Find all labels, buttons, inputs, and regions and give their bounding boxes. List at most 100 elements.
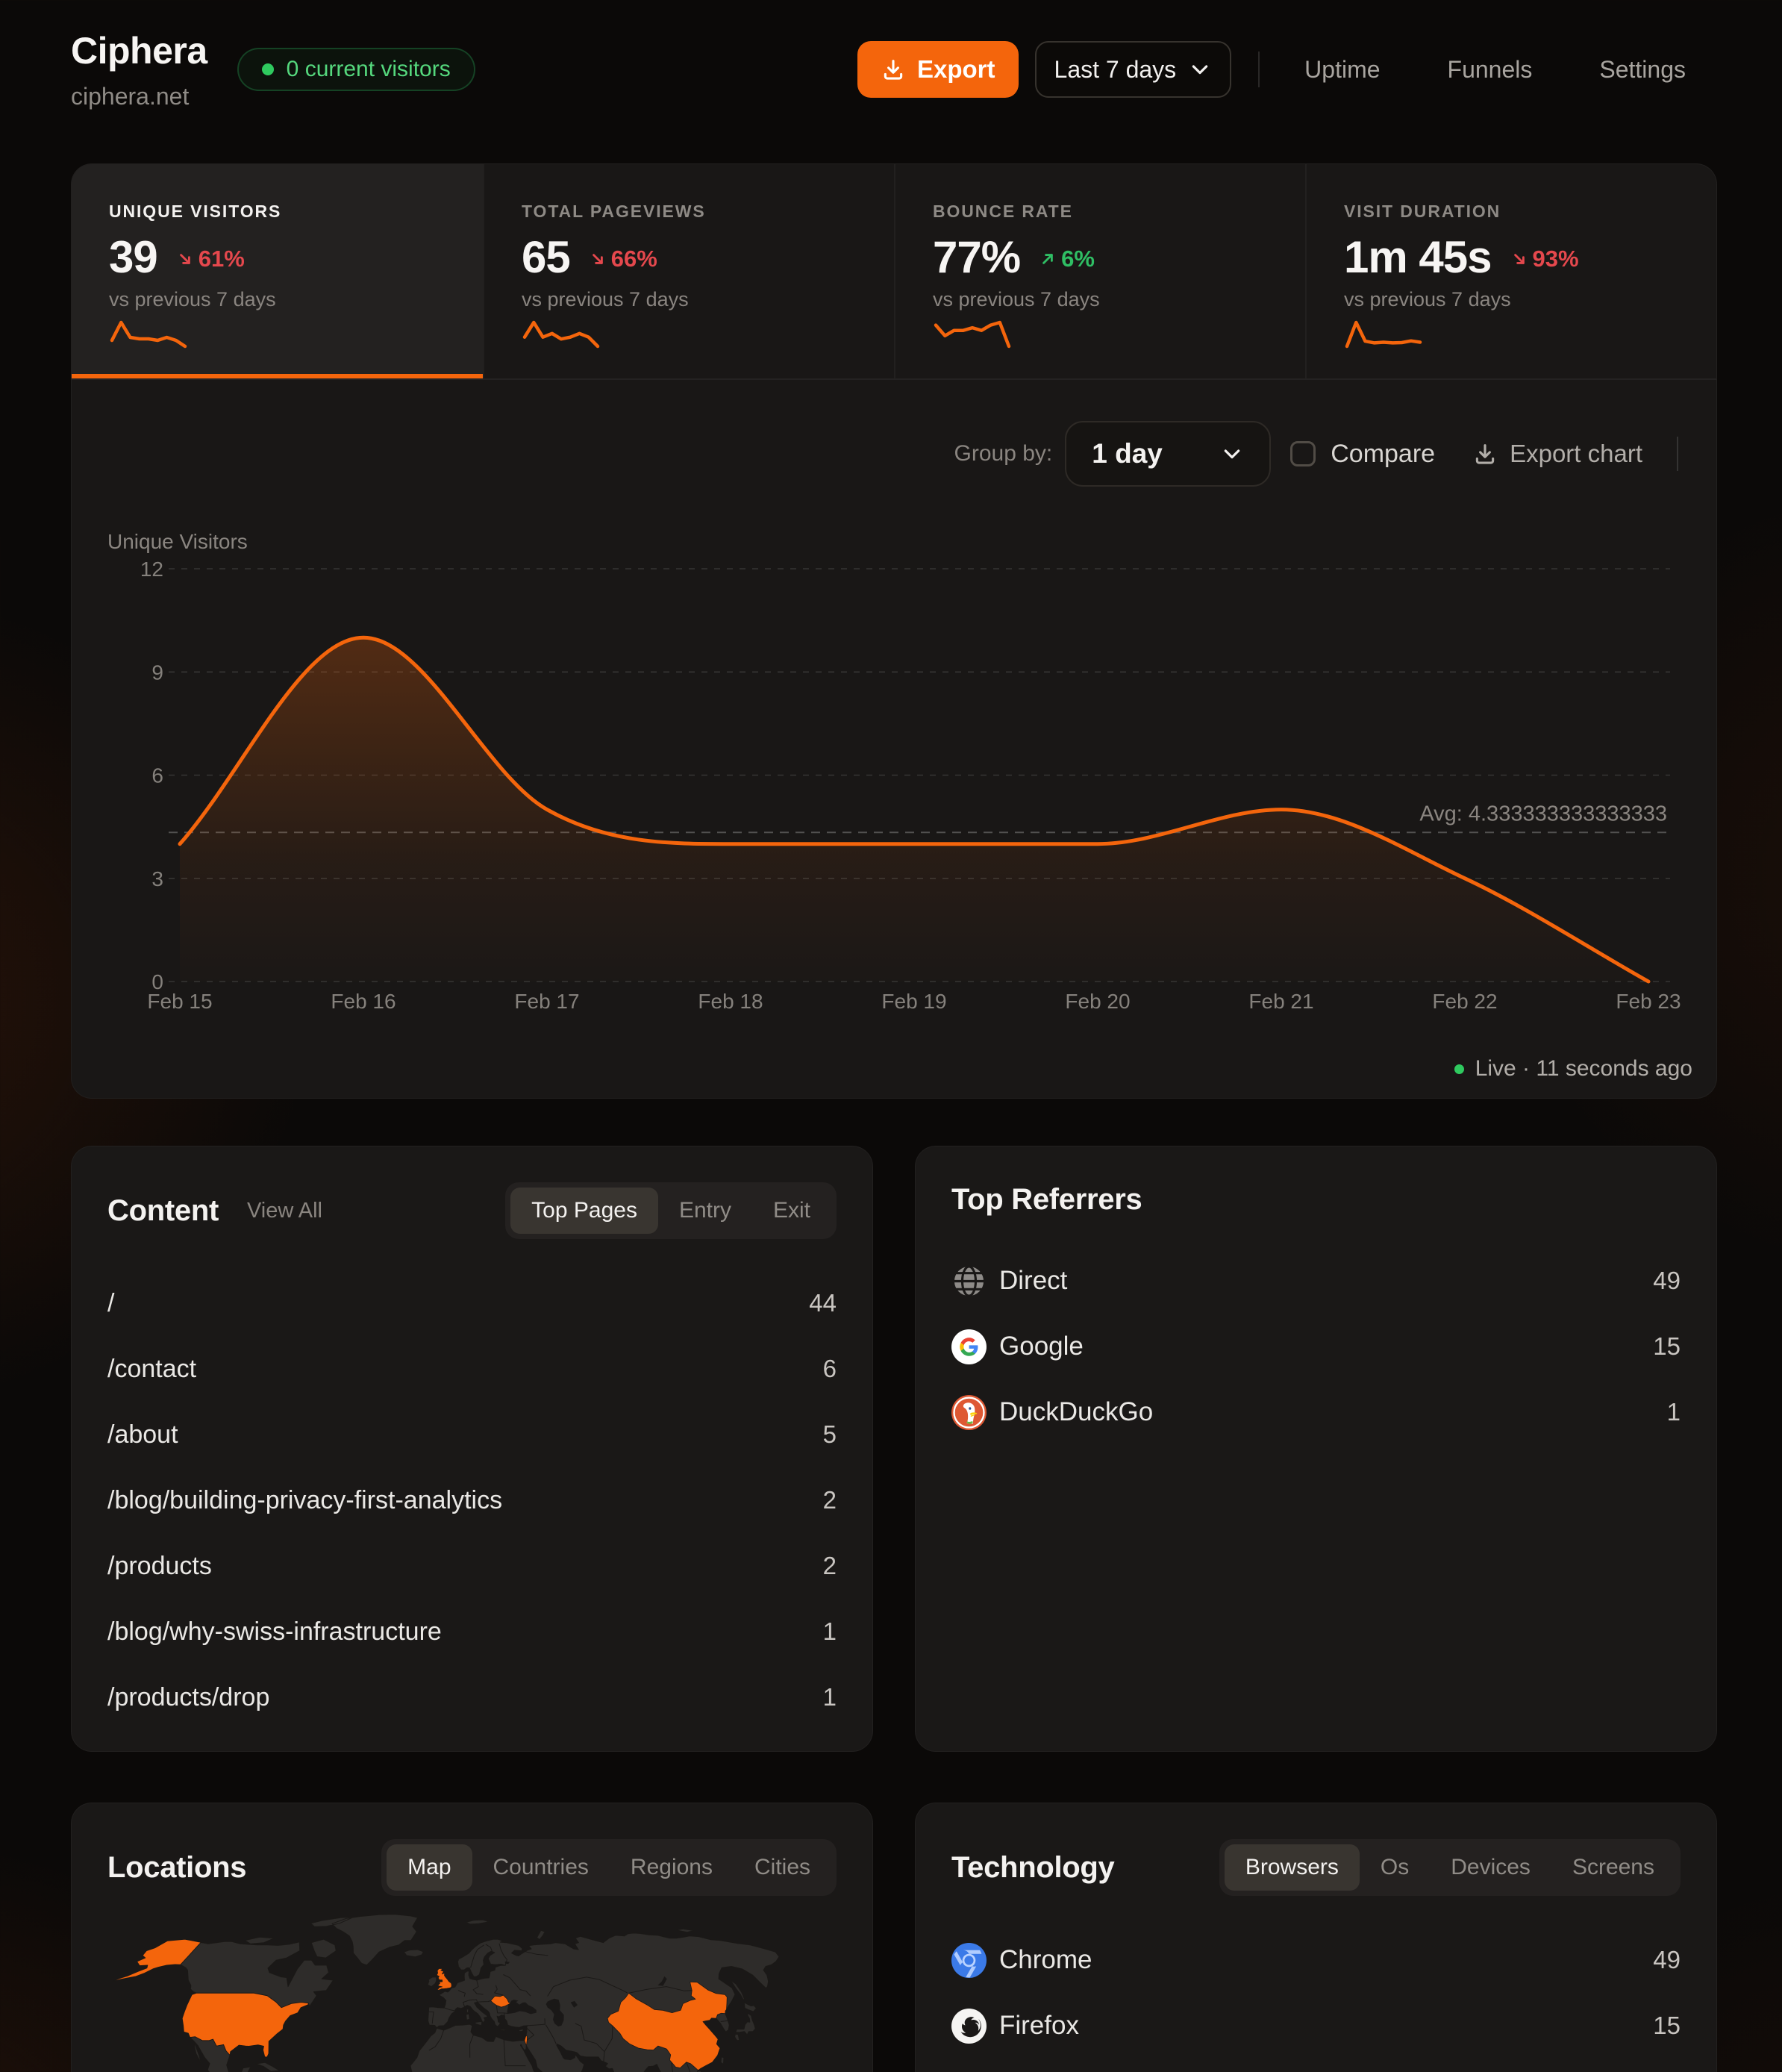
content-row[interactable]: /blog/building-privacy-first-analytics 2 — [107, 1467, 837, 1533]
stat-card-unique-visitors[interactable]: UNIQUE VISITORS 39 61% vs previous 7 day… — [72, 164, 483, 378]
area-fill — [180, 637, 1648, 982]
site-domain: ciphera.net — [71, 82, 190, 110]
header-divider — [1258, 52, 1260, 87]
content-rows: / 44/contact 6/about 5/blog/building-pri… — [107, 1270, 837, 1730]
group-by-label: Group by: — [954, 441, 1053, 466]
referrer-row[interactable]: DuckDuckGo 1 — [951, 1379, 1681, 1445]
compare-checkbox[interactable] — [1290, 441, 1316, 466]
live-label: Live · 11 seconds ago — [1475, 1056, 1692, 1081]
technology-tab-devices[interactable]: Devices — [1451, 1855, 1531, 1879]
locations-tabs: Map Countries Regions Cities — [381, 1839, 837, 1896]
main-chart-card: Group by: 1 day Compare Export chart Uni… — [71, 380, 1717, 1099]
arrow-up-right-icon — [1038, 249, 1057, 269]
unique-visitors-chart: Unique Visitors 0 3 6 9 12 Feb 15 Feb 16 Feb 17 F… — [107, 530, 1681, 1013]
page-views-value: 5 — [822, 1420, 837, 1448]
stat-label: UNIQUE VISITORS — [109, 202, 282, 221]
header-nav: Uptime Funnels Settings — [1260, 56, 1686, 84]
locations-title: Locations — [107, 1850, 247, 1884]
nav-link-funnels[interactable]: Funnels — [1447, 55, 1533, 83]
arrow-down-right-icon — [175, 249, 195, 269]
content-row[interactable]: /about 5 — [107, 1402, 837, 1467]
referrer-row[interactable]: Google 15 — [951, 1314, 1681, 1379]
export-chart-button[interactable]: Export chart — [1472, 440, 1642, 468]
stat-delta: 6% — [1038, 246, 1095, 272]
technology-card: Technology Browsers Os Devices Screens Chro… — [915, 1803, 1717, 2072]
stat-value: 39 — [109, 231, 158, 282]
technology-row[interactable]: Firefox 15 — [951, 1993, 1681, 2059]
content-row[interactable]: /contact 6 — [107, 1336, 837, 1402]
content-tabs: Top Pages Entry Exit — [505, 1182, 837, 1239]
page-path: /about — [107, 1420, 178, 1449]
stat-label: VISIT DURATION — [1344, 202, 1501, 221]
y-tick-label: 0 — [151, 970, 163, 993]
firefox-icon — [951, 2008, 987, 2044]
technology-tab-browsers[interactable]: Browsers — [1224, 1844, 1360, 1891]
content-row[interactable]: / 44 — [107, 1270, 837, 1336]
duckduckgo-icon — [951, 1394, 987, 1430]
stat-comparison-label: vs previous 7 days — [109, 288, 276, 311]
x-tick-label: Feb 19 — [881, 990, 946, 1013]
export-button[interactable]: Export — [857, 41, 1019, 98]
page-views-value: 44 — [809, 1289, 837, 1317]
chevron-down-icon — [1188, 57, 1212, 81]
world-map-highlighted-countries — [110, 1938, 728, 2071]
stat-sparkline — [1344, 319, 1681, 353]
content-card: Content View All Top Pages Entry Exit / 44… — [71, 1146, 873, 1752]
live-dot-icon — [1454, 1064, 1464, 1074]
locations-tab-cities[interactable]: Cities — [754, 1855, 810, 1879]
stat-card-bounce-rate[interactable]: BOUNCE RATE 77% 6% vs previous 7 days — [894, 164, 1305, 378]
site-title: Ciphera — [71, 29, 207, 72]
group-by-select[interactable]: 1 day — [1065, 421, 1272, 487]
locations-tab-countries[interactable]: Countries — [493, 1855, 589, 1879]
y-axis-title: Unique Visitors — [107, 530, 248, 553]
current-visitors-badge: 0 current visitors — [237, 48, 475, 91]
arrow-down-right-icon — [588, 249, 607, 269]
content-row[interactable]: /products/drop 1 — [107, 1664, 837, 1730]
technology-tab-screens[interactable]: Screens — [1572, 1855, 1654, 1879]
technology-row[interactable] — [951, 2059, 1681, 2072]
technology-value: 15 — [1653, 2012, 1681, 2039]
page-path: /blog/why-swiss-infrastructure — [107, 1617, 442, 1646]
referrer-name: DuckDuckGo — [999, 1397, 1154, 1426]
globe-icon — [951, 1264, 987, 1299]
compare-control[interactable]: Compare — [1290, 440, 1435, 469]
nav-link-uptime[interactable]: Uptime — [1304, 55, 1381, 83]
locations-tab-map[interactable]: Map — [387, 1844, 472, 1891]
google-icon — [951, 1329, 987, 1364]
page-views-value: 1 — [822, 1617, 837, 1645]
date-range-select[interactable]: Last 7 days — [1034, 41, 1232, 98]
x-tick-label: Feb 17 — [514, 990, 579, 1013]
content-row[interactable]: /blog/why-swiss-infrastructure 1 — [107, 1599, 837, 1664]
stat-value: 65 — [522, 231, 571, 282]
current-visitors-label: 0 current visitors — [286, 57, 451, 81]
stat-delta: 61% — [175, 246, 245, 272]
technology-row[interactable]: Chrome 49 — [951, 1927, 1681, 1993]
stat-comparison-label: vs previous 7 days — [933, 288, 1100, 311]
stat-cards: UNIQUE VISITORS 39 61% vs previous 7 day… — [71, 163, 1717, 380]
content-row[interactable]: /products 2 — [107, 1533, 837, 1599]
referrer-row[interactable]: Direct 49 — [951, 1248, 1681, 1314]
nav-link-settings[interactable]: Settings — [1599, 55, 1686, 83]
header: Ciphera ciphera.net 0 current visitors E… — [71, 25, 1717, 113]
stat-label: TOTAL PAGEVIEWS — [522, 202, 706, 221]
x-tick-label: Feb 23 — [1616, 990, 1681, 1013]
locations-tab-regions[interactable]: Regions — [630, 1855, 713, 1879]
page-path: /blog/building-privacy-first-analytics — [107, 1485, 503, 1514]
chart-controls: Group by: 1 day Compare Export chart — [954, 421, 1678, 487]
technology-tab-os[interactable]: Os — [1380, 1855, 1410, 1879]
x-tick-label: Feb 18 — [698, 990, 763, 1013]
download-icon — [1472, 441, 1498, 466]
content-tab-top-pages[interactable]: Top Pages — [510, 1188, 658, 1234]
chevron-down-icon — [1220, 442, 1244, 466]
content-view-all-link[interactable]: View All — [246, 1198, 323, 1223]
content-tab-exit[interactable]: Exit — [772, 1198, 810, 1223]
content-tab-entry[interactable]: Entry — [678, 1198, 731, 1223]
world-map[interactable] — [72, 1803, 874, 2072]
technology-name: Chrome — [999, 1945, 1092, 1974]
stat-card-total-pageviews[interactable]: TOTAL PAGEVIEWS 65 66% vs previous 7 day… — [483, 164, 894, 378]
referrer-rows: Direct 49 Google 15 DuckDuckGo 1 — [951, 1248, 1681, 1445]
active-stat-underline — [72, 374, 483, 378]
stat-card-visit-duration[interactable]: VISIT DURATION 1m 45s 93% vs previous 7 … — [1305, 164, 1716, 378]
stat-comparison-label: vs previous 7 days — [1344, 288, 1511, 311]
chrome-icon — [951, 1942, 987, 1978]
